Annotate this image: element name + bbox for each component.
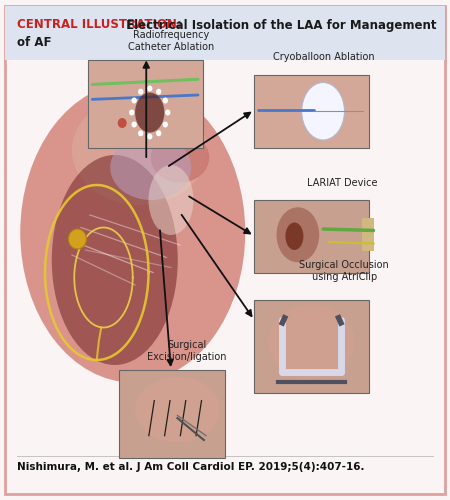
- Ellipse shape: [20, 82, 245, 382]
- Bar: [256, 202, 367, 270]
- Circle shape: [162, 98, 168, 103]
- Ellipse shape: [52, 155, 178, 365]
- Bar: [254, 300, 369, 392]
- Bar: [254, 75, 369, 148]
- Bar: [362, 218, 373, 251]
- Ellipse shape: [276, 208, 319, 262]
- Circle shape: [147, 86, 153, 91]
- Circle shape: [165, 110, 171, 116]
- Bar: [88, 60, 202, 148]
- Bar: [256, 302, 367, 390]
- Text: of AF: of AF: [17, 36, 52, 50]
- Ellipse shape: [135, 376, 220, 442]
- Text: CENTRAL ILLUSTRATION:: CENTRAL ILLUSTRATION:: [17, 18, 182, 32]
- Ellipse shape: [151, 132, 209, 182]
- Ellipse shape: [285, 222, 303, 250]
- Circle shape: [129, 110, 135, 116]
- Bar: [90, 62, 200, 145]
- Circle shape: [138, 130, 144, 136]
- Circle shape: [156, 88, 162, 94]
- Text: Surgical
Excision/ligation: Surgical Excision/ligation: [147, 340, 226, 362]
- Bar: [256, 78, 367, 145]
- Text: Nishimura, M. et al. J Am Coll Cardiol EP. 2019;5(4):407-16.: Nishimura, M. et al. J Am Coll Cardiol E…: [17, 462, 365, 471]
- Ellipse shape: [135, 92, 164, 132]
- Circle shape: [118, 118, 127, 128]
- Text: Cryoballoon Ablation: Cryoballoon Ablation: [273, 52, 375, 62]
- Text: LARIAT Device: LARIAT Device: [307, 178, 377, 188]
- Ellipse shape: [302, 82, 345, 140]
- Circle shape: [138, 88, 144, 94]
- Ellipse shape: [148, 165, 194, 235]
- Bar: [5, 6, 445, 60]
- Circle shape: [162, 122, 168, 128]
- Ellipse shape: [269, 304, 355, 378]
- Ellipse shape: [72, 95, 207, 205]
- Circle shape: [156, 130, 162, 136]
- Ellipse shape: [110, 135, 191, 200]
- Bar: [254, 200, 369, 272]
- Circle shape: [131, 98, 137, 103]
- Text: Electrical Isolation of the LAA for Management: Electrical Isolation of the LAA for Mana…: [122, 18, 436, 32]
- Circle shape: [131, 122, 137, 128]
- Bar: [122, 372, 223, 455]
- Text: Radiofrequency
Catheter Ablation: Radiofrequency Catheter Ablation: [128, 30, 214, 52]
- Circle shape: [68, 229, 86, 249]
- Circle shape: [147, 134, 153, 140]
- Text: Surgical Occlusion
using AtriClip: Surgical Occlusion using AtriClip: [299, 260, 389, 282]
- Bar: [119, 370, 225, 458]
